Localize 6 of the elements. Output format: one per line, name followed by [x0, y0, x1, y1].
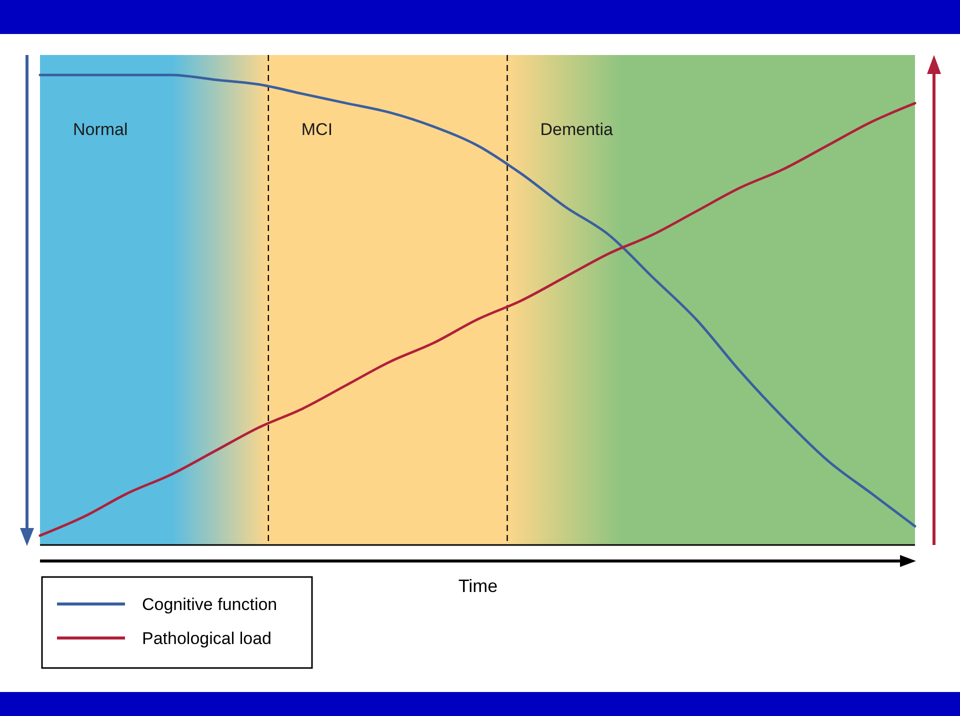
- legend-label: Cognitive function: [142, 595, 278, 614]
- legend-label: Pathological load: [142, 629, 272, 648]
- annotation: Dementia: [540, 120, 614, 139]
- x-axis-title: Time: [458, 576, 498, 596]
- annotation: Normal: [73, 120, 128, 139]
- annotation: MCI: [301, 120, 333, 139]
